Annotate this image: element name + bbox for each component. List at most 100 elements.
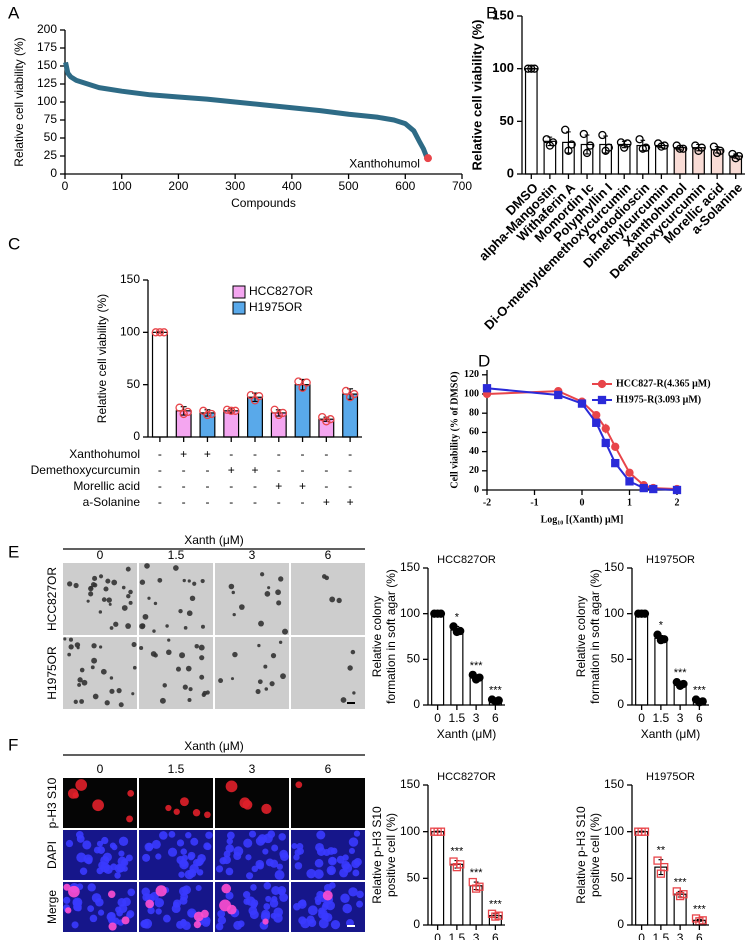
replicate-point xyxy=(456,626,465,636)
replicate-point xyxy=(698,697,707,706)
significance: *** xyxy=(450,846,464,858)
cell xyxy=(159,831,168,840)
cell xyxy=(183,626,188,630)
x-tick-label: 0 xyxy=(434,931,441,940)
table-cell: - xyxy=(301,463,305,477)
cell xyxy=(278,888,286,896)
x-tick-label: 1.5 xyxy=(653,931,670,940)
table-cell: - xyxy=(301,495,305,509)
cell xyxy=(147,906,155,915)
cell xyxy=(251,865,259,873)
cell xyxy=(166,649,172,655)
y-axis-label: Relative p-H3 S10 xyxy=(370,806,384,904)
y-tick-label: 150 xyxy=(492,7,514,22)
cell xyxy=(178,608,183,614)
y-tick-label: 25 xyxy=(44,148,58,162)
replicate-point xyxy=(582,148,592,158)
x-tick-label: 0 xyxy=(62,179,69,193)
cell xyxy=(316,830,326,840)
cell xyxy=(196,857,204,866)
cell xyxy=(270,912,277,919)
annotation-point xyxy=(423,154,432,163)
cell xyxy=(165,804,172,812)
cell xyxy=(342,863,353,873)
replicate-point xyxy=(159,328,169,337)
micrograph xyxy=(215,637,289,709)
cell xyxy=(73,699,78,704)
replicate-point xyxy=(567,140,576,149)
cell xyxy=(188,687,193,692)
grid-header: Xanth (μM) xyxy=(184,533,244,547)
grid-header: Xanth (μM) xyxy=(184,739,244,753)
data-point xyxy=(577,399,587,408)
cell xyxy=(322,890,333,901)
y-tick-label: 50 xyxy=(407,871,421,885)
data-point xyxy=(482,384,492,393)
bar xyxy=(450,629,464,706)
cell xyxy=(121,916,130,925)
cell xyxy=(85,857,93,865)
row-label: DAPI xyxy=(45,841,59,869)
cell xyxy=(101,836,109,845)
legend-swatch xyxy=(232,301,246,315)
y-tick-label: 100 xyxy=(37,94,57,108)
cell xyxy=(201,692,206,697)
cell xyxy=(122,897,131,907)
cell xyxy=(294,849,302,856)
cell xyxy=(72,792,79,799)
replicate-point xyxy=(207,409,216,419)
cell xyxy=(90,581,97,588)
cell xyxy=(262,918,269,925)
replicate-point xyxy=(475,673,484,682)
y-tick-label: 0 xyxy=(617,697,624,711)
replicate-point xyxy=(318,412,327,422)
replicate-point xyxy=(436,827,446,836)
table-cell: - xyxy=(229,495,233,509)
table-row-label: Xanthohumol xyxy=(69,447,140,461)
x-axis-label: Log₁₀ [(Xanth) μM] xyxy=(541,514,624,525)
replicate-point xyxy=(679,144,688,153)
cell xyxy=(190,837,199,846)
cell xyxy=(257,643,261,648)
y-tick-label: 100 xyxy=(492,60,514,75)
cell xyxy=(185,831,192,839)
x-tick-label: 200 xyxy=(168,179,188,193)
cell xyxy=(142,613,149,620)
replicate-point xyxy=(604,143,614,152)
cell xyxy=(106,597,112,603)
cell xyxy=(147,596,151,600)
replicate-point xyxy=(494,696,503,705)
cell xyxy=(300,918,311,929)
cell xyxy=(95,898,104,907)
replicate-point xyxy=(679,679,688,689)
row-label: H1975OR xyxy=(45,646,59,700)
y-axis-label: Relative cell viability (%) xyxy=(469,19,484,170)
replicate-point xyxy=(155,328,165,337)
y-axis-label: formation in soft agar (%) xyxy=(384,569,398,704)
replicate-point xyxy=(716,146,725,155)
cell xyxy=(308,905,318,916)
cell xyxy=(92,799,104,812)
cell xyxy=(318,918,329,929)
cell xyxy=(282,628,289,635)
cell xyxy=(187,851,196,860)
micrograph xyxy=(63,637,137,709)
replicate-point xyxy=(579,129,588,139)
data-point xyxy=(649,484,658,494)
replicate-point xyxy=(199,406,208,415)
bar xyxy=(635,613,649,706)
cell xyxy=(126,815,134,823)
legend-label: HCC827-R(4.365 μM) xyxy=(616,378,711,389)
cell xyxy=(263,903,271,910)
y-tick-label: 100 xyxy=(400,606,420,620)
y-tick-label: 50 xyxy=(407,652,421,666)
replicate-point xyxy=(227,406,236,415)
cell xyxy=(163,914,171,923)
cell xyxy=(218,678,224,684)
replicate-point xyxy=(653,856,662,865)
data-point xyxy=(601,424,610,433)
cell xyxy=(255,859,265,869)
cell xyxy=(73,582,79,589)
cell xyxy=(233,846,244,857)
cell xyxy=(291,843,298,850)
